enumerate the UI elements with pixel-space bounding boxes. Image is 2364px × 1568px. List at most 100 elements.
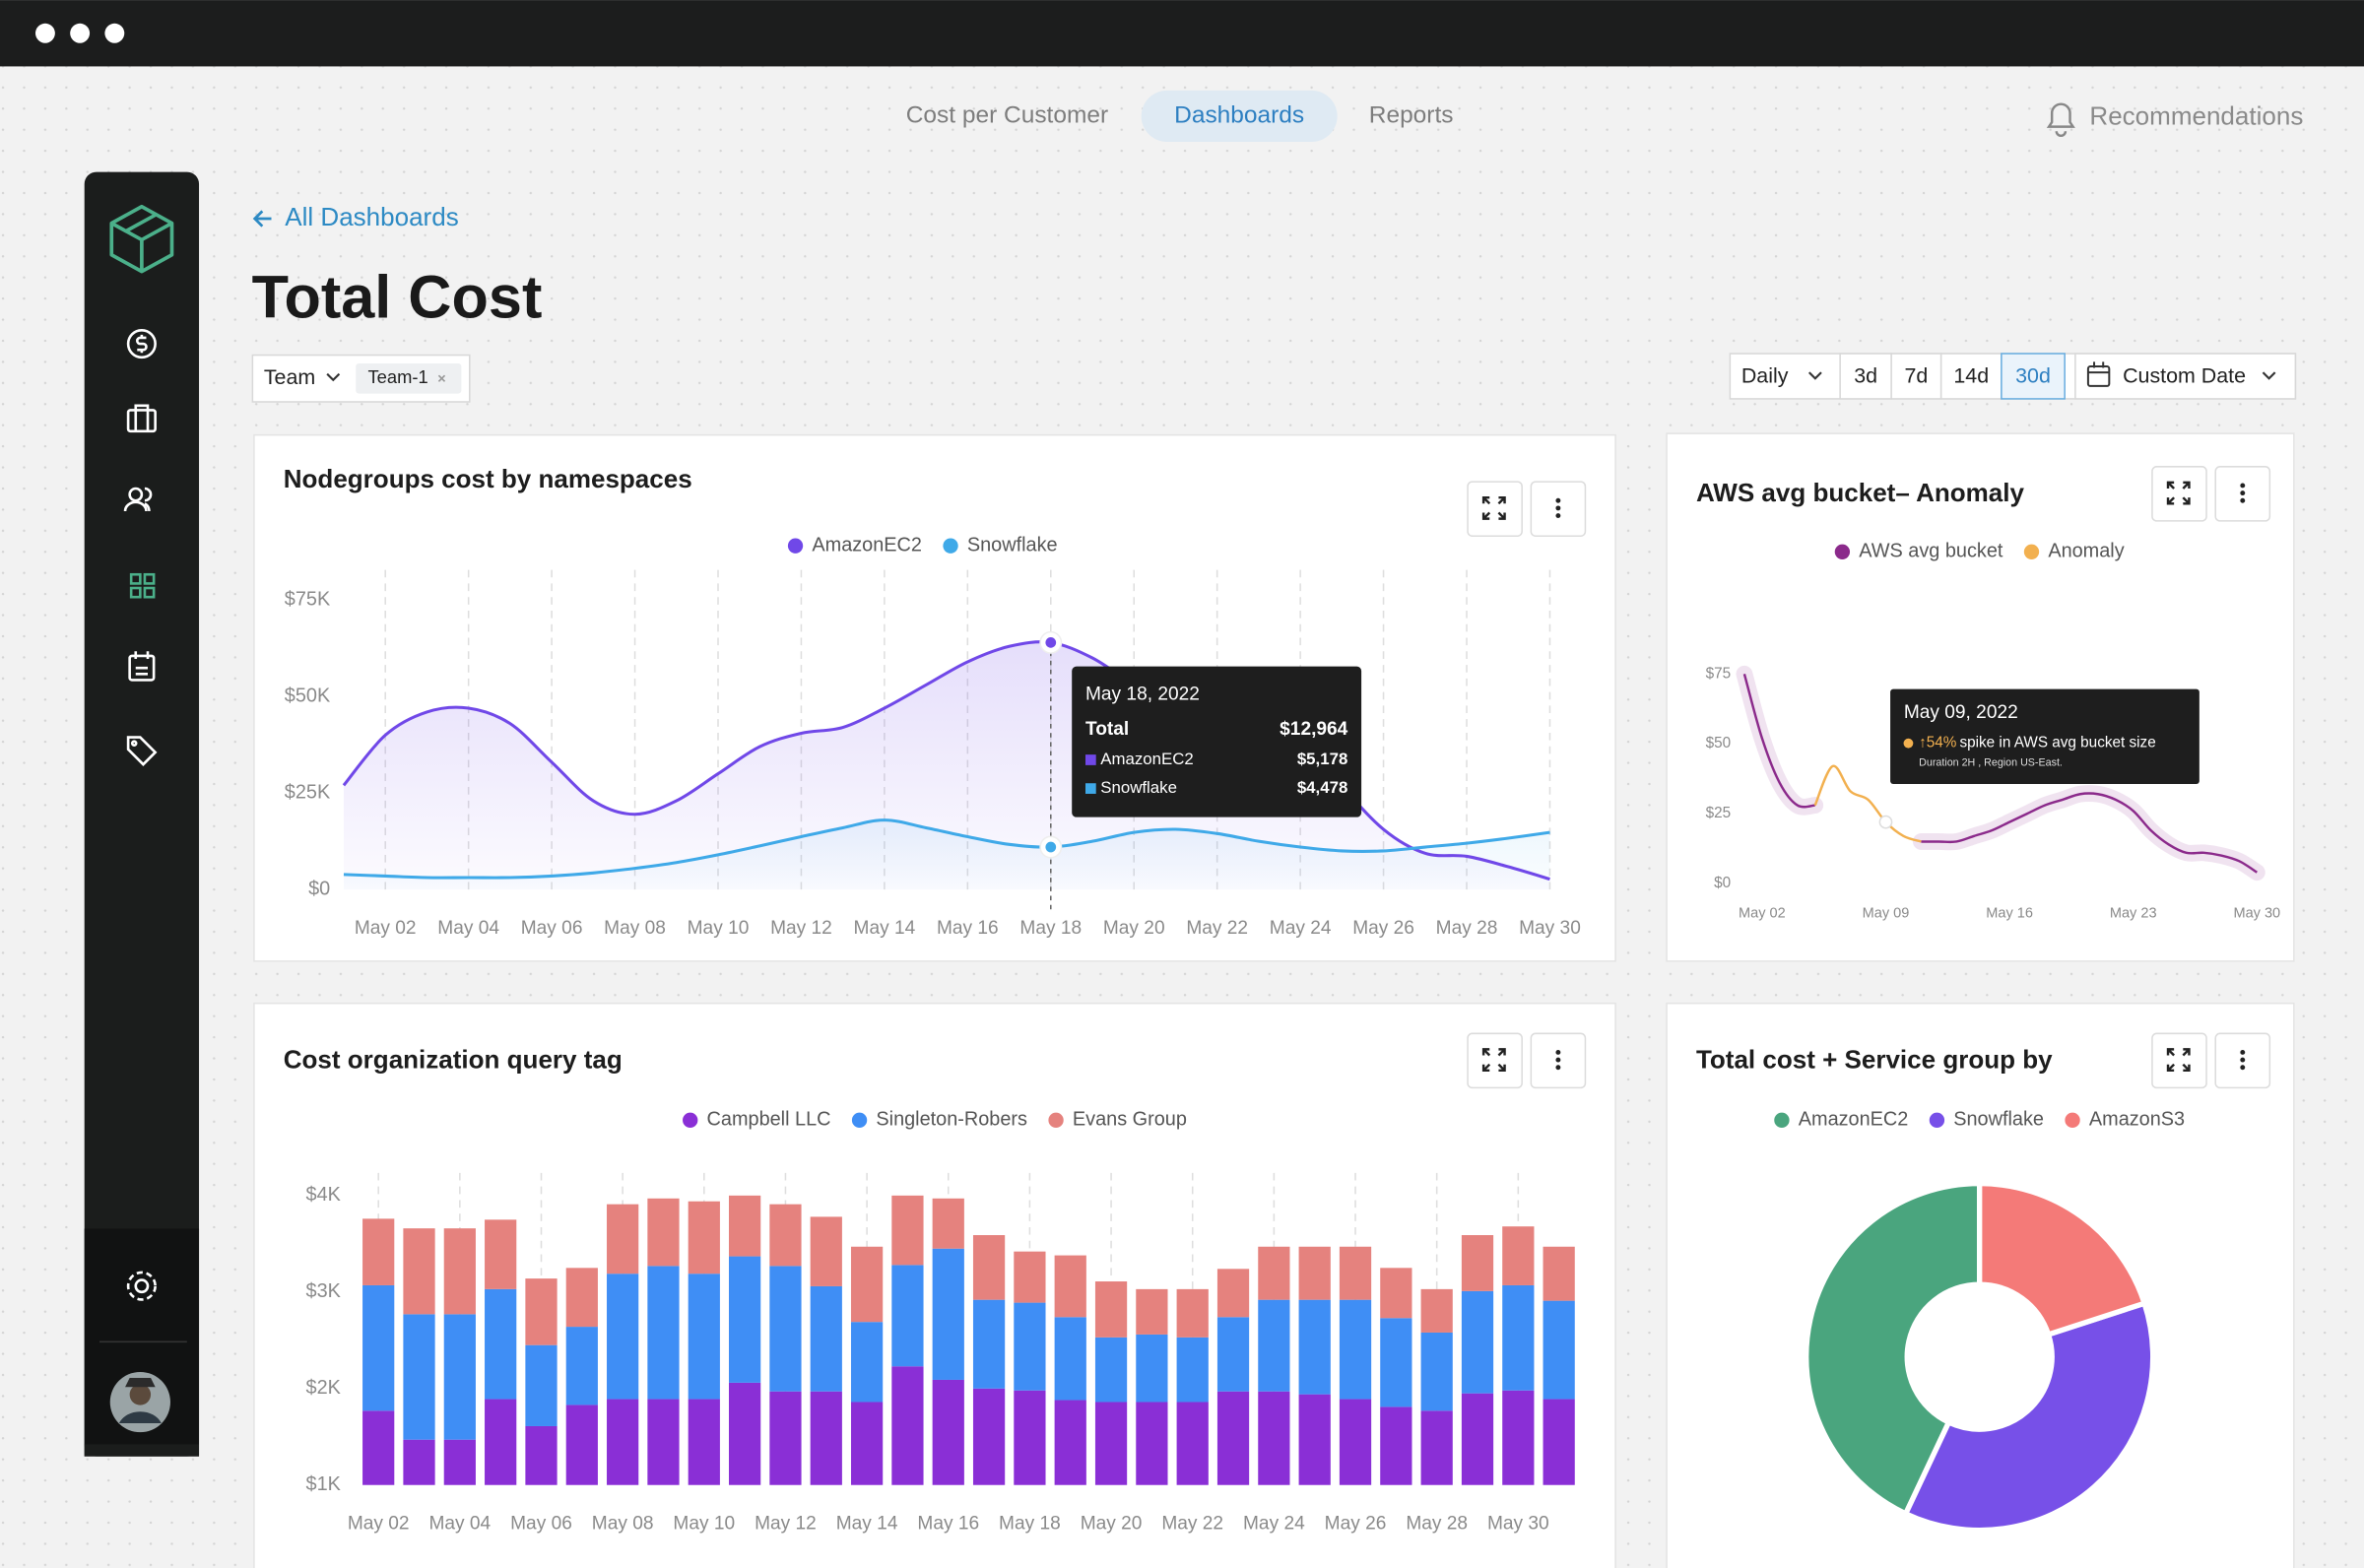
tooltip-series: AmazonEC2	[1100, 750, 1193, 768]
nav-icon-briefcase[interactable]	[126, 404, 157, 433]
donut-slice	[1902, 1299, 2156, 1534]
custom-date-button[interactable]	[2074, 353, 2297, 400]
nav-icon-dashboard[interactable]	[129, 572, 156, 599]
range-label[interactable]: 14d	[1953, 363, 1989, 387]
x-tick-label: May 20	[1081, 1514, 1143, 1535]
avatar[interactable]	[109, 1371, 170, 1433]
x-tick-label: May 22	[1186, 918, 1248, 939]
sidebar	[84, 171, 200, 1457]
tooltip-detail: Duration 2H , Region US-East.	[1919, 756, 2063, 768]
range-label[interactable]: 30d	[2015, 363, 2051, 387]
bar-segment	[1543, 1399, 1575, 1485]
logo[interactable]	[109, 204, 174, 274]
bar-segment	[1339, 1399, 1372, 1485]
team-chip[interactable]	[356, 362, 462, 394]
recommendations[interactable]: Recommendations	[2089, 100, 2303, 130]
range-label[interactable]: 3d	[1854, 363, 1877, 387]
expand-button[interactable]	[1467, 1032, 1523, 1089]
bar-segment	[1502, 1390, 1535, 1485]
legend-swatch	[683, 1112, 698, 1128]
bar-segment	[647, 1399, 680, 1485]
bar-segment	[1420, 1410, 1453, 1485]
x-tick-label: May 08	[592, 1514, 654, 1535]
bar-segment	[1258, 1391, 1290, 1485]
chip-remove[interactable]	[437, 374, 446, 382]
nav-tab[interactable]: Dashboards	[1174, 101, 1304, 128]
bar-segment	[1014, 1251, 1046, 1303]
legend-label: Campbell LLC	[707, 1109, 831, 1131]
expand-icon	[1481, 495, 1506, 520]
legend-label: Snowflake	[967, 534, 1058, 555]
nav-icon-cost[interactable]	[126, 328, 157, 359]
bar-segment	[1136, 1288, 1168, 1335]
x-tick-label: May 18	[999, 1514, 1061, 1535]
y-tick-label: $0	[1714, 875, 1731, 891]
x-tick-label: May 30	[1519, 918, 1581, 939]
nav-tab[interactable]: Reports	[1369, 101, 1454, 128]
nav-icon-report[interactable]	[128, 651, 156, 682]
range-button[interactable]	[1839, 353, 1892, 400]
more-dot	[1555, 1057, 1561, 1063]
page-title: Total Cost	[252, 263, 543, 330]
bar-segment	[932, 1248, 964, 1380]
bar-segment	[443, 1228, 476, 1315]
more-dot	[2240, 1065, 2246, 1071]
x-tick-label: May 30	[2233, 905, 2280, 921]
range-button[interactable]	[2001, 353, 2066, 400]
x-tick-label: May 20	[1103, 918, 1165, 939]
tooltip-value: $4,478	[1297, 778, 1347, 797]
bar-segment	[1094, 1402, 1128, 1485]
y-tick-label: $4K	[306, 1184, 342, 1206]
tooltip-swatch	[1084, 754, 1096, 765]
x-tick-label: May 10	[688, 918, 750, 939]
chart-title: Nodegroups cost by namespaces	[284, 464, 692, 493]
nav-icon-users[interactable]	[123, 487, 153, 512]
expand-button[interactable]	[1467, 481, 1523, 537]
tooltip-total: $12,964	[1280, 719, 1347, 740]
expand-button[interactable]	[2151, 466, 2207, 522]
tooltip-series: Snowflake	[1100, 778, 1177, 797]
back-link[interactable]: All Dashboards	[285, 202, 458, 231]
bar-segment	[1543, 1300, 1575, 1400]
bar-segment	[972, 1299, 1006, 1389]
bar-segment	[647, 1198, 680, 1267]
bar-segment	[1014, 1390, 1046, 1485]
tooltip-value: $5,178	[1297, 750, 1347, 768]
bar-segment	[850, 1402, 884, 1485]
hover-point-core	[1045, 637, 1057, 648]
bar-segment	[1176, 1288, 1209, 1338]
legend-swatch	[1048, 1112, 1064, 1128]
bar-segment	[525, 1278, 558, 1345]
team-label[interactable]: Team	[264, 365, 315, 389]
tooltip	[1072, 666, 1362, 817]
legend-swatch	[943, 538, 958, 554]
bar-segment	[1136, 1402, 1168, 1485]
x-tick-label: May 22	[1161, 1514, 1223, 1535]
bar-segment	[647, 1266, 680, 1400]
granularity[interactable]: Daily	[1741, 363, 1789, 387]
range-button[interactable]	[1939, 353, 2003, 400]
x-tick-label: May 18	[1019, 918, 1082, 939]
calendar-icon	[2086, 361, 2111, 387]
nav-tab[interactable]: Cost per Customer	[906, 101, 1108, 128]
nav-icon-tag[interactable]	[126, 736, 158, 766]
bar-segment	[972, 1388, 1006, 1485]
range-label[interactable]: 7d	[1905, 363, 1929, 387]
custom-date[interactable]: Custom Date	[2123, 363, 2246, 387]
back-arrow[interactable]	[252, 210, 272, 228]
bell-icon[interactable]	[2046, 102, 2075, 137]
expand-button[interactable]	[2151, 1032, 2207, 1089]
more-dot	[1555, 1065, 1561, 1071]
bar-segment	[932, 1198, 964, 1249]
nav-icon-settings[interactable]	[126, 1271, 157, 1301]
bar-segment	[525, 1344, 558, 1426]
bar-segment	[1258, 1246, 1290, 1300]
x-tick-label: May 06	[510, 1514, 572, 1535]
more-dot	[1555, 497, 1561, 503]
bar-segment	[891, 1265, 924, 1367]
y-tick-label: $75	[1706, 665, 1732, 682]
x-tick-label: May 16	[917, 1514, 979, 1535]
legend-label: Snowflake	[1953, 1109, 2044, 1131]
tooltip-total-label: Total	[1085, 719, 1129, 740]
